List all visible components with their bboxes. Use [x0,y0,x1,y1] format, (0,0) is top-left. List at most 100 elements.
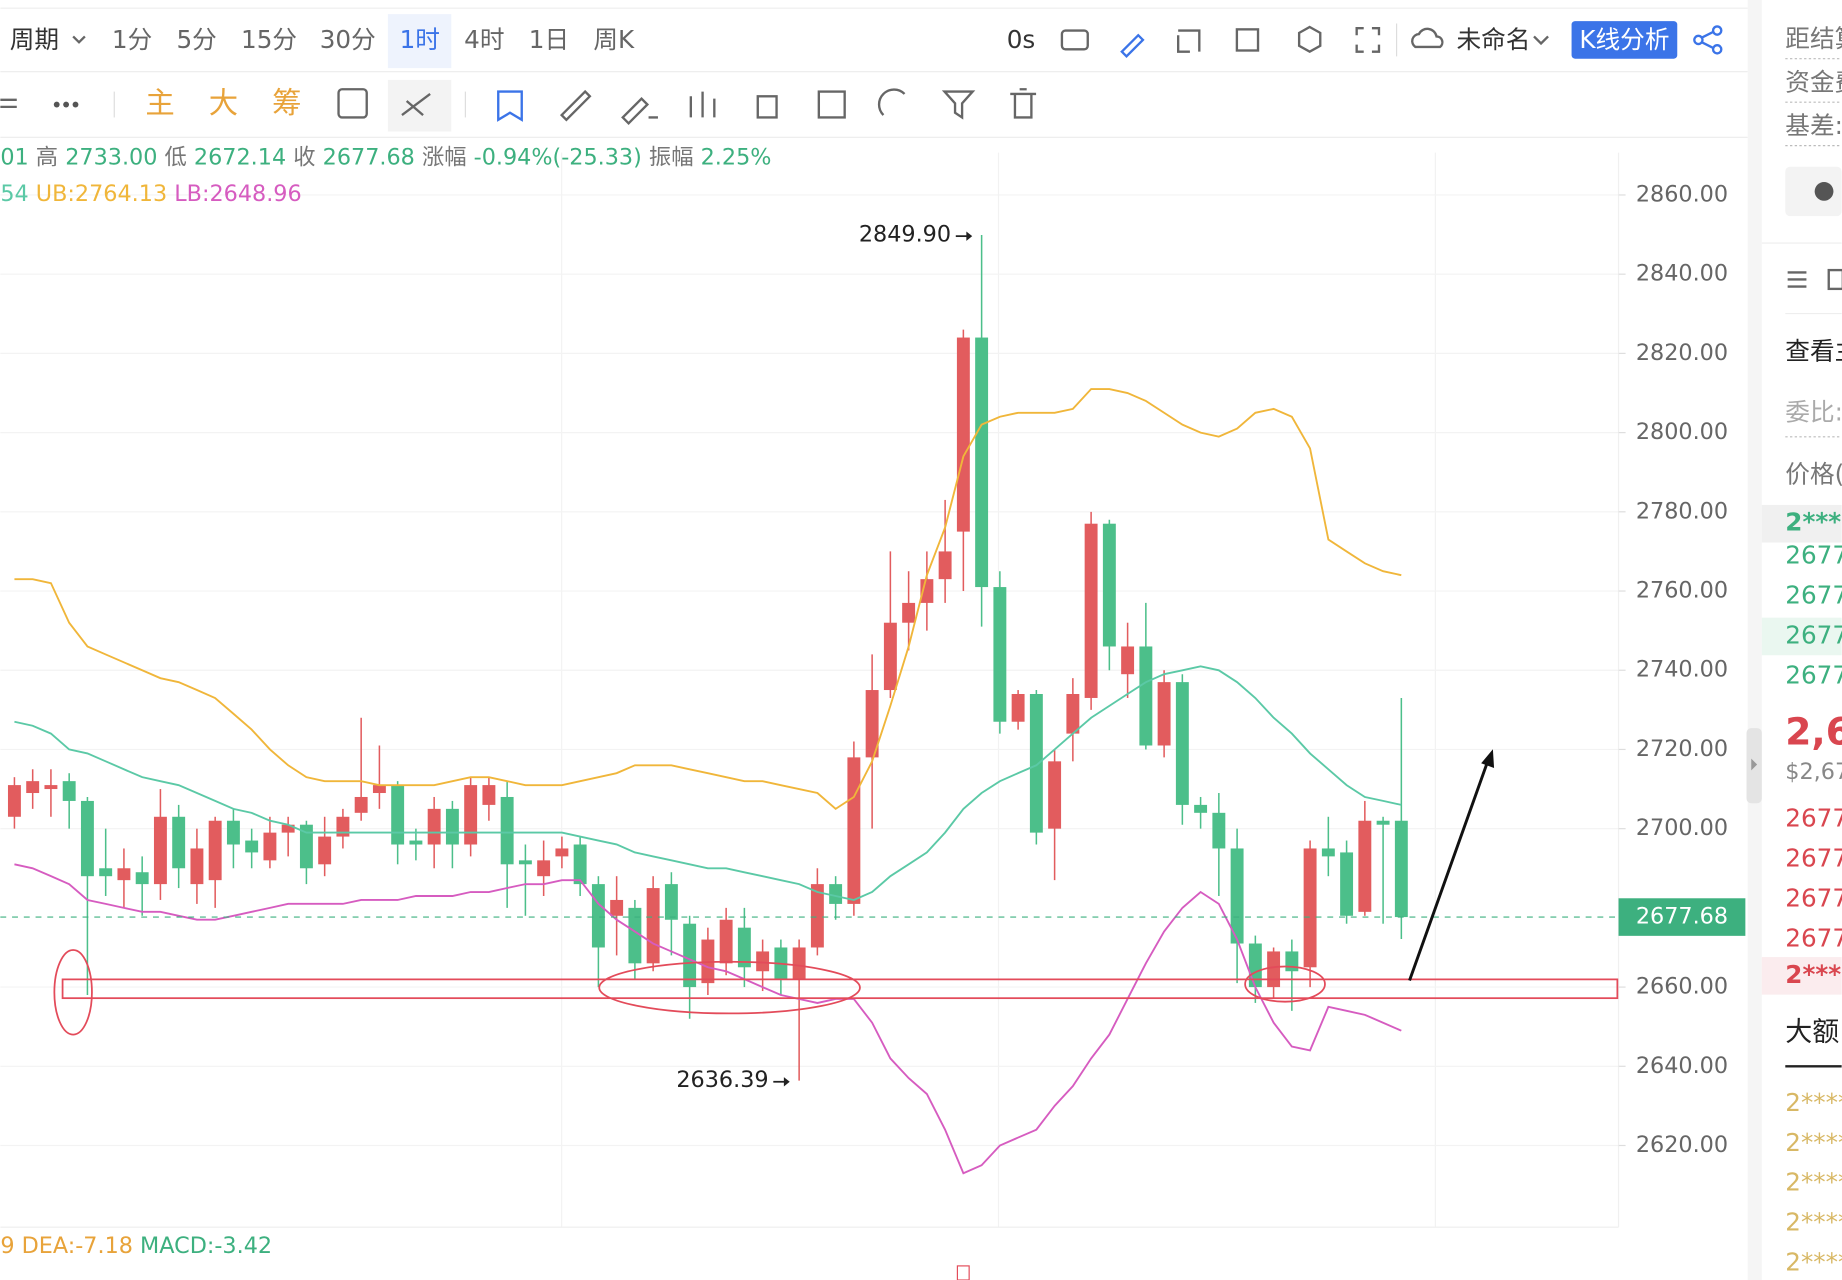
interval[interactable]: 1时 [400,25,440,54]
candle-body [555,848,569,857]
candle-body [409,840,423,845]
highlight-ellipse [598,960,861,1015]
interval[interactable]: 5分 [176,25,216,54]
timer: 0s [1007,25,1036,54]
y-tick-label: 2640.00 [1636,1053,1728,1079]
camera-icon[interactable] [1060,29,1089,51]
period-label[interactable]: 周期 [10,25,59,54]
analysis-button-bg[interactable] [1571,21,1678,59]
interval[interactable]: 1日 [529,25,569,54]
highlight-ellipse [1244,965,1326,1003]
y-tick-label: 2660.00 [1636,974,1728,1000]
interval[interactable]: 1分 [112,25,152,54]
panel-text: 资金费 [1785,67,1842,96]
candle-body [518,860,532,865]
interval[interactable]: 4时 [464,25,504,54]
annotation-arrow-head [966,231,973,241]
highlight-ellipse [53,949,93,1036]
candle-body [1212,812,1226,849]
book-icon[interactable] [1787,271,1807,288]
tool-icon[interactable] [497,90,523,122]
info-text: 2677.68 [323,144,415,170]
select-icon[interactable] [1177,29,1201,53]
fullscreen-icon[interactable] [1355,27,1381,53]
analysis-button[interactable]: K线分析 [1579,25,1669,54]
panel-text: 2***( [1785,508,1842,537]
share-icon [1711,44,1723,55]
indicator-button[interactable]: 筹 [272,86,301,120]
tool-icon[interactable] [1010,88,1037,119]
settings-icon[interactable] [1297,25,1322,54]
tool-icon[interactable] [817,90,846,119]
book-icon[interactable] [1827,268,1842,291]
candle-body [829,884,843,904]
candle-body [99,868,113,877]
candle-body [1102,523,1116,647]
pen-icon[interactable] [1120,33,1145,59]
band-line [14,665,1402,901]
candle-body [245,840,259,853]
candle-body [1084,523,1098,698]
candle-body [26,781,40,794]
candle-body [1248,943,1262,988]
splitter[interactable] [1747,0,1762,1280]
candle-body [1048,761,1062,829]
layout-name[interactable]: 未命名 [1456,25,1530,54]
tool-icon[interactable] [337,88,368,119]
y-tick-label: 2820.00 [1636,340,1728,366]
band-line: 54 UB:2764.13 LB:2648.96 [0,180,301,206]
candle-body [956,337,970,532]
candle-body [756,951,770,972]
row-bg [1761,504,1842,543]
panel-text: 距结算 [1785,24,1842,53]
candle-body [1194,804,1208,813]
panel-text: 2677 [1785,923,1842,952]
tool-icon[interactable] [941,90,976,120]
chevron [1533,35,1549,46]
info-text: 涨幅 [422,144,467,170]
panel-text: 价格( [1785,460,1842,489]
info-text: 2672.14 [194,144,286,170]
band-line [14,388,1402,811]
candle-body [537,860,551,877]
panel-text: 2677 [1785,581,1842,610]
tool-icon[interactable] [756,95,778,119]
share-icon [1701,30,1715,50]
candle-body [573,844,587,885]
candle-body [646,888,660,964]
interval[interactable]: 15分 [241,25,297,54]
interval[interactable]: 周K [593,25,635,54]
candle-body [153,816,167,885]
tool-icon[interactable] [621,96,658,125]
panel-text: 2677 [1785,884,1842,913]
layer-icon[interactable] [1235,28,1260,52]
more-icon[interactable] [53,101,60,108]
panel-text: 2***( [1785,960,1842,989]
indicator-button[interactable]: 大 [209,86,238,120]
indicator-button[interactable]: 主 [145,86,174,120]
candle-body [1066,694,1080,734]
info-text: -0.94%(-25.33) [474,144,642,170]
candle-body [135,872,149,885]
more-icon [72,101,79,108]
candle-body [172,816,186,869]
tool-icon[interactable] [877,88,906,116]
macd-marker [956,1265,970,1280]
candle-body [482,785,496,805]
drawing-tools [0,79,1037,132]
tool-icon[interactable] [401,93,431,117]
tool-icon[interactable] [689,91,716,118]
candle-body [299,824,313,869]
candle-body [80,800,94,877]
candle-body [1394,820,1408,918]
last-price-tag-bg [1618,898,1746,936]
y-tick-label: 2700.00 [1636,815,1728,841]
plot-area: 2860.00 2840.00 2820.00 2800.00 2780.00 2760.… [0,181,1746,1175]
share-icon[interactable] [1693,34,1704,46]
tool-icon[interactable] [559,89,592,122]
panel-button[interactable] [1785,166,1842,217]
menu-icon[interactable] [0,98,17,109]
y-tick-label: 2800.00 [1636,419,1728,445]
interval[interactable]: 30分 [320,25,376,54]
